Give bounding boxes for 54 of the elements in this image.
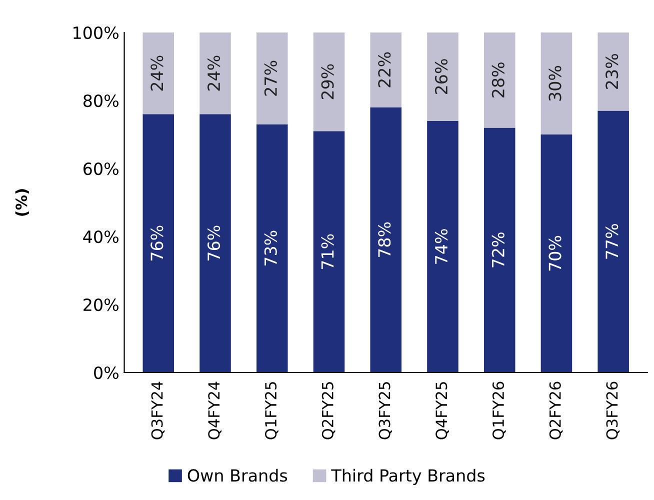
- y-tick-label: 0%: [94, 366, 118, 380]
- bar: [200, 32, 231, 114]
- x-tick-label: Q4FY25: [436, 382, 449, 440]
- data-label: 76%: [207, 226, 220, 260]
- data-label: 70%: [548, 236, 562, 271]
- data-label: 24%: [207, 56, 220, 91]
- data-label: 29%: [321, 64, 334, 100]
- x-tick-label: Q1FY26: [492, 382, 506, 440]
- bar: [540, 32, 572, 134]
- bar: [256, 32, 288, 124]
- data-label: 22%: [378, 52, 391, 88]
- y-axis-title: (%): [15, 189, 29, 216]
- data-label: 28%: [492, 62, 504, 98]
- bar: [484, 128, 516, 372]
- data-label: 72%: [492, 232, 504, 268]
- data-label: 77%: [606, 224, 618, 259]
- bar: [370, 32, 402, 108]
- bar: [370, 107, 402, 372]
- y-tick-label: 80%: [83, 94, 118, 108]
- y-tick-label: 40%: [83, 230, 118, 244]
- bar: [427, 32, 458, 121]
- bar: [484, 32, 516, 128]
- x-tick-label: Q1FY25: [265, 382, 278, 440]
- x-tick-label: Q3FY24: [151, 382, 165, 440]
- y-tick-label: 100%: [74, 26, 118, 40]
- legend-label: Own Brands: [188, 468, 288, 482]
- x-tick-label: Q3FY25: [378, 382, 392, 440]
- bar: [598, 32, 629, 111]
- bar: [313, 131, 345, 372]
- data-label: 26%: [434, 59, 448, 94]
- data-label: 73%: [264, 230, 277, 266]
- bar: [313, 32, 345, 132]
- x-tick-label: Q2FY26: [549, 382, 563, 440]
- data-label: 71%: [321, 234, 334, 269]
- data-label: 76%: [150, 226, 164, 260]
- bar: [256, 124, 288, 372]
- data-label: 24%: [150, 56, 164, 91]
- bar: [200, 114, 231, 372]
- x-tick-label: Q4FY24: [208, 382, 222, 440]
- data-label: 23%: [606, 54, 618, 89]
- data-label: 74%: [434, 229, 448, 264]
- bar: [598, 110, 629, 372]
- data-label: 78%: [378, 222, 391, 258]
- y-tick-label: 20%: [84, 298, 118, 312]
- legend-label: Third Party Brands: [331, 468, 485, 485]
- data-label: 27%: [264, 60, 277, 96]
- bar: [427, 120, 458, 372]
- x-tick-label: Q3FY26: [606, 382, 620, 440]
- bar: [540, 134, 572, 372]
- y-tick-label: 60%: [84, 162, 118, 176]
- x-tick-label: Q2FY25: [322, 382, 336, 440]
- data-label: 30%: [548, 66, 562, 101]
- bar: [142, 32, 174, 114]
- bar: [142, 114, 174, 372]
